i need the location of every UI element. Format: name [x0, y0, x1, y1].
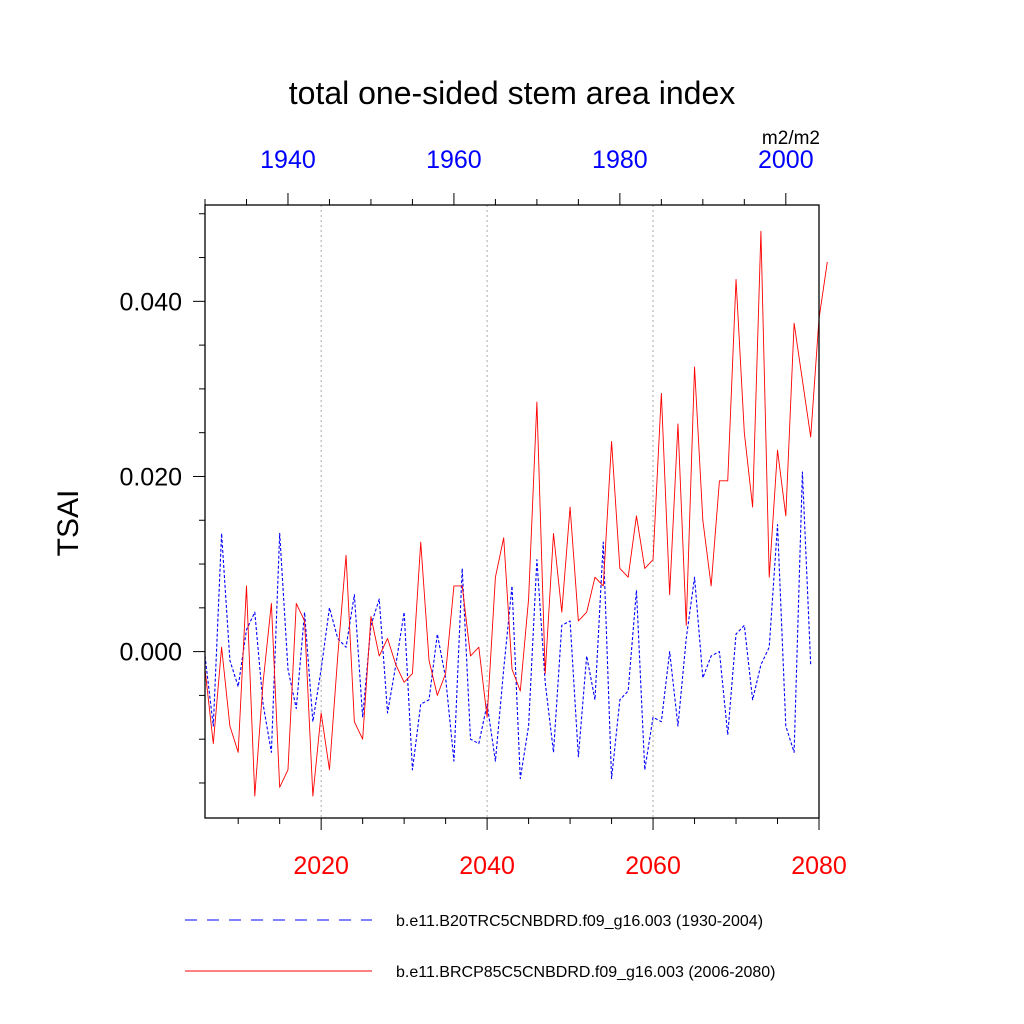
bottom-axis-tick-label-0: 2020: [293, 852, 349, 880]
y-axis-tick-label-0: 0.000: [119, 639, 182, 667]
plot-frame: [204, 204, 820, 819]
legend-label-historical: b.e11.B20TRC5CNBDRD.f09_g16.003 (1930-20…: [396, 913, 763, 930]
series-line-1: [204, 230, 828, 797]
bottom-axis-tick-label-3: 2080: [791, 852, 847, 880]
units-label: m2/m2: [762, 128, 820, 149]
chart-title: total one-sided stem area index: [289, 75, 735, 111]
top-axis-tick-label-2: 1980: [592, 146, 648, 174]
legend-label-rcp85: b.e11.BRCP85C5CNBDRD.f09_g16.003 (2006-2…: [396, 964, 775, 981]
bottom-axis-tick-label-1: 2040: [459, 852, 515, 880]
y-axis-tick-label-1: 0.020: [119, 463, 182, 491]
bottom-axis-tick-label-2: 2060: [625, 852, 681, 880]
y-axis-tick-label-2: 0.040: [119, 288, 182, 316]
axes: 2020 2040 2060 2080 1940 1960 1980 2000 0.000 0.0…: [119, 146, 846, 880]
top-axis-tick-label-0: 1940: [260, 146, 316, 174]
top-axis-tick-label-1: 1960: [426, 146, 482, 174]
series-line-0: [204, 471, 812, 780]
plot-series: [204, 230, 828, 797]
top-axis-tick-label-3: 2000: [758, 146, 814, 174]
legend: b.e11.B20TRC5CNBDRD.f09_g16.003 (1930-20…: [185, 913, 775, 981]
y-axis-label: TSAI: [52, 490, 85, 557]
